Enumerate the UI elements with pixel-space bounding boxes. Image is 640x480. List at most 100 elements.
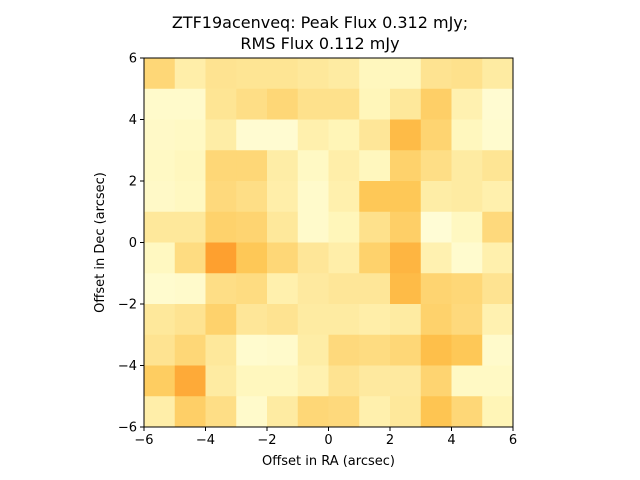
heatmap-cell bbox=[144, 242, 176, 274]
x-tick-label: 0 bbox=[324, 433, 332, 448]
heatmap-cell bbox=[359, 119, 391, 151]
heatmap-cell bbox=[297, 88, 329, 120]
heatmap-cell bbox=[328, 211, 360, 243]
heatmap-cell bbox=[359, 150, 391, 182]
y-tick-label: 0 bbox=[129, 236, 137, 251]
heatmap-cell bbox=[267, 88, 299, 120]
heatmap-cell bbox=[236, 273, 268, 305]
heatmap-cell bbox=[236, 119, 268, 151]
heatmap-cell bbox=[328, 88, 360, 120]
heatmap-cell bbox=[451, 334, 483, 366]
heatmap-cell bbox=[451, 211, 483, 243]
y-tick-label: −2 bbox=[118, 298, 137, 313]
heatmap-cell bbox=[297, 396, 329, 428]
heatmap-cell bbox=[205, 242, 237, 274]
x-axis-label: Offset in RA (arcsec) bbox=[262, 454, 395, 469]
heatmap-cell bbox=[451, 181, 483, 213]
heatmap-cell bbox=[297, 242, 329, 274]
heatmap-cell bbox=[328, 181, 360, 213]
heatmap-cell bbox=[451, 304, 483, 336]
heatmap-cell bbox=[390, 242, 422, 274]
heatmap-cell bbox=[205, 181, 237, 213]
heatmap-cell bbox=[144, 119, 176, 151]
heatmap-cell bbox=[451, 150, 483, 182]
heatmap-cell bbox=[390, 396, 422, 428]
heatmap-cell bbox=[482, 304, 514, 336]
heatmap-cell bbox=[482, 181, 514, 213]
heatmap-cell bbox=[359, 88, 391, 120]
heatmap-cell bbox=[359, 334, 391, 366]
heatmap-cell bbox=[420, 242, 452, 274]
heatmap-cell bbox=[390, 273, 422, 305]
x-tick-label: −4 bbox=[196, 433, 215, 448]
chart-title-line-1: ZTF19acenveq: Peak Flux 0.312 mJy; bbox=[171, 13, 469, 32]
heatmap-cell bbox=[297, 304, 329, 336]
heatmap-cell bbox=[420, 150, 452, 182]
heatmap-cell bbox=[236, 334, 268, 366]
heatmap-cell bbox=[451, 365, 483, 397]
heatmap-cell bbox=[390, 119, 422, 151]
heatmap-cell bbox=[205, 334, 237, 366]
heatmap-cell bbox=[236, 88, 268, 120]
heatmap-cell bbox=[205, 211, 237, 243]
heatmap-cell bbox=[390, 88, 422, 120]
heatmap-cell bbox=[236, 396, 268, 428]
heatmap-cell bbox=[236, 58, 268, 90]
heatmap-cell bbox=[267, 119, 299, 151]
heatmap-cell bbox=[297, 365, 329, 397]
heatmap-cell bbox=[174, 242, 206, 274]
heatmap-cell bbox=[174, 119, 206, 151]
chart-title-line-2: RMS Flux 0.112 mJy bbox=[240, 34, 400, 53]
heatmap-cell bbox=[205, 273, 237, 305]
heatmap-cell bbox=[328, 273, 360, 305]
heatmap-cell bbox=[420, 58, 452, 90]
y-axis-ticks: −6 −4 −2 0 2 4 6 bbox=[118, 52, 144, 436]
heatmap-cell bbox=[482, 211, 514, 243]
heatmap-cell bbox=[482, 88, 514, 120]
y-tick-label: −4 bbox=[118, 359, 137, 374]
heatmap-cell bbox=[390, 365, 422, 397]
heatmap-cell bbox=[267, 211, 299, 243]
heatmap-cell bbox=[328, 304, 360, 336]
heatmap-cell bbox=[144, 304, 176, 336]
x-axis-ticks: −6 −4 −2 0 2 4 6 bbox=[134, 427, 517, 448]
heatmap-cell bbox=[297, 119, 329, 151]
heatmap-cell bbox=[144, 211, 176, 243]
heatmap-cell bbox=[328, 242, 360, 274]
heatmap-cell bbox=[359, 242, 391, 274]
heatmap-cell bbox=[236, 211, 268, 243]
heatmap-cell bbox=[451, 242, 483, 274]
heatmap-cell bbox=[359, 273, 391, 305]
heatmap-cell bbox=[174, 365, 206, 397]
heatmap-cell bbox=[205, 58, 237, 90]
heatmap-cell bbox=[174, 58, 206, 90]
heatmap-cell bbox=[236, 365, 268, 397]
x-tick-label: 2 bbox=[386, 433, 394, 448]
heatmap-cell bbox=[451, 58, 483, 90]
heatmap-cell bbox=[420, 88, 452, 120]
heatmap-cell bbox=[144, 150, 176, 182]
heatmap-cell bbox=[144, 273, 176, 305]
heatmap-cell bbox=[359, 181, 391, 213]
heatmap-cell bbox=[267, 365, 299, 397]
heatmap-cell bbox=[267, 58, 299, 90]
y-axis-label: Offset in Dec (arcsec) bbox=[93, 172, 108, 313]
heatmap-cell bbox=[174, 334, 206, 366]
heatmap-cell bbox=[144, 58, 176, 90]
heatmap-cell bbox=[359, 396, 391, 428]
x-tick-label: 4 bbox=[447, 433, 455, 448]
heatmap-cell bbox=[328, 58, 360, 90]
heatmap-cell bbox=[267, 181, 299, 213]
heatmap-cell bbox=[420, 396, 452, 428]
y-tick-label: 6 bbox=[129, 52, 137, 67]
heatmap-cell bbox=[390, 58, 422, 90]
heatmap-cell bbox=[420, 211, 452, 243]
heatmap-cell bbox=[451, 273, 483, 305]
y-tick-label: −6 bbox=[118, 421, 137, 436]
heatmap-cell bbox=[390, 150, 422, 182]
heatmap-cell bbox=[144, 88, 176, 120]
heatmap-cell bbox=[482, 365, 514, 397]
heatmap-cell bbox=[174, 396, 206, 428]
